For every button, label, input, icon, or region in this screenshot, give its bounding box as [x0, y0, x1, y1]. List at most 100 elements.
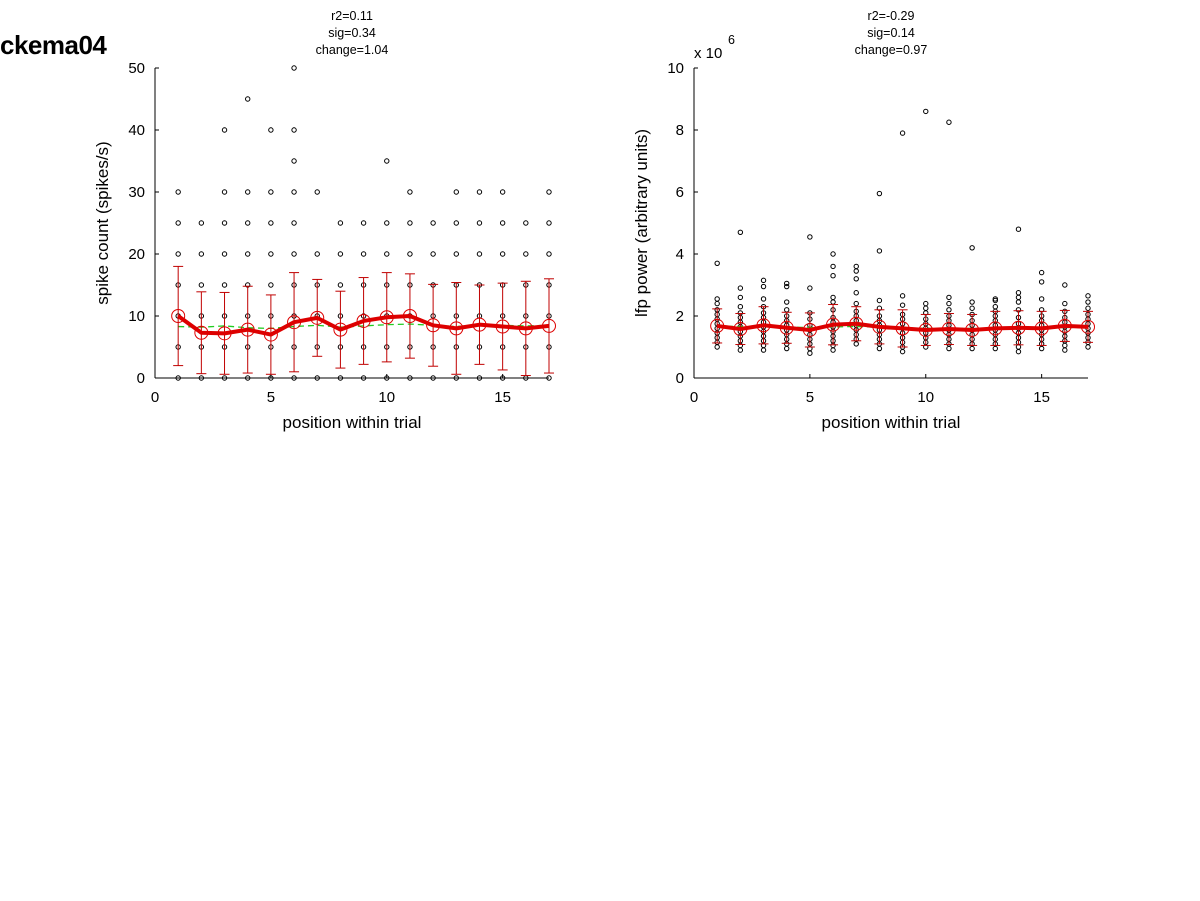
- data-point: [969, 299, 975, 305]
- data-point: [946, 345, 952, 352]
- data-point: [221, 375, 228, 381]
- mean-marker: [1057, 318, 1072, 333]
- data-point: [853, 290, 859, 296]
- mean-marker: [826, 317, 841, 332]
- data-point: [476, 220, 483, 226]
- y-tick-label: 0: [676, 370, 684, 387]
- data-point: [969, 245, 975, 251]
- data-point: [291, 220, 297, 226]
- mean-marker: [472, 317, 487, 332]
- data-point: [784, 283, 790, 290]
- y-tick-label: 2: [676, 308, 684, 325]
- data-point: [1038, 345, 1045, 352]
- mean-marker: [941, 322, 956, 337]
- data-point: [1015, 299, 1022, 305]
- data-point: [499, 189, 506, 195]
- data-point: [546, 375, 552, 381]
- data-point: [314, 375, 320, 381]
- data-point: [175, 251, 181, 257]
- data-point: [946, 119, 952, 125]
- data-point: [198, 220, 205, 226]
- x-tick-label: 5: [267, 389, 275, 406]
- data-point: [1038, 269, 1045, 276]
- data-point: [807, 234, 813, 240]
- data-point: [969, 345, 975, 352]
- y-tick-label: 10: [128, 308, 145, 325]
- y-tick-label: 0: [137, 370, 145, 387]
- mean-marker: [310, 310, 325, 325]
- mean-marker: [426, 318, 441, 333]
- data-point: [830, 347, 836, 353]
- data-point: [291, 375, 297, 381]
- data-point: [1085, 293, 1091, 299]
- data-point: [430, 220, 436, 226]
- data-point: [268, 375, 274, 381]
- data-point: [923, 108, 929, 115]
- chart-stat-line: sig=0.34: [328, 26, 376, 40]
- data-point: [337, 220, 344, 226]
- data-point: [1085, 299, 1091, 305]
- data-point: [876, 190, 883, 197]
- data-point: [899, 348, 906, 355]
- y-axis-label: lfp power (arbitrary units): [632, 129, 651, 317]
- data-point: [714, 260, 720, 266]
- mean-marker: [733, 322, 748, 337]
- x-axis-label: position within trial: [283, 413, 422, 432]
- mean-marker: [495, 319, 510, 334]
- data-point: [1085, 305, 1091, 311]
- mean-marker: [779, 320, 794, 335]
- x-tick-label: 15: [1033, 389, 1050, 406]
- data-point: [1015, 344, 1022, 350]
- mean-marker: [402, 309, 417, 323]
- x-tick-label: 0: [151, 389, 159, 406]
- x-tick-label: 0: [690, 389, 698, 406]
- y-exponent-superscript: 6: [728, 33, 735, 47]
- mean-marker: [988, 321, 1003, 336]
- data-point: [198, 282, 205, 288]
- mean-marker: [1011, 320, 1026, 335]
- data-point: [476, 189, 483, 195]
- mean-marker: [217, 326, 232, 341]
- data-point: [523, 220, 529, 226]
- data-point: [360, 251, 367, 257]
- data-point: [853, 276, 859, 282]
- data-point: [384, 251, 390, 257]
- data-point: [923, 305, 929, 311]
- data-point: [737, 294, 744, 301]
- mean-marker: [240, 322, 255, 337]
- data-point: [175, 220, 181, 226]
- data-point: [384, 158, 390, 164]
- data-point: [360, 375, 367, 381]
- y-tick-label: 10: [667, 60, 684, 77]
- data-point: [830, 251, 836, 257]
- data-point: [453, 220, 459, 226]
- data-point: [337, 282, 344, 288]
- y-tick-label: 50: [128, 60, 145, 77]
- data-point: [1062, 347, 1068, 353]
- data-point: [899, 293, 906, 299]
- x-tick-label: 10: [917, 389, 934, 406]
- data-point: [876, 297, 883, 304]
- data-point: [760, 277, 767, 284]
- data-point: [1015, 294, 1022, 301]
- data-point: [245, 251, 251, 257]
- data-point: [198, 375, 205, 381]
- data-point: [430, 251, 436, 257]
- mean-marker: [802, 322, 817, 337]
- data-point: [546, 189, 552, 195]
- data-point: [268, 251, 274, 257]
- data-point: [807, 350, 813, 356]
- data-point: [546, 251, 552, 257]
- data-point: [714, 300, 720, 307]
- data-point: [476, 251, 483, 257]
- chart-stat-line: change=0.97: [855, 43, 928, 57]
- data-point: [784, 280, 790, 287]
- data-point: [784, 307, 790, 313]
- figure-title: ckema04: [0, 30, 107, 60]
- data-point: [946, 307, 952, 313]
- mean-marker: [849, 316, 864, 331]
- data-point: [853, 341, 859, 347]
- data-point: [221, 251, 228, 257]
- data-point: [291, 251, 297, 257]
